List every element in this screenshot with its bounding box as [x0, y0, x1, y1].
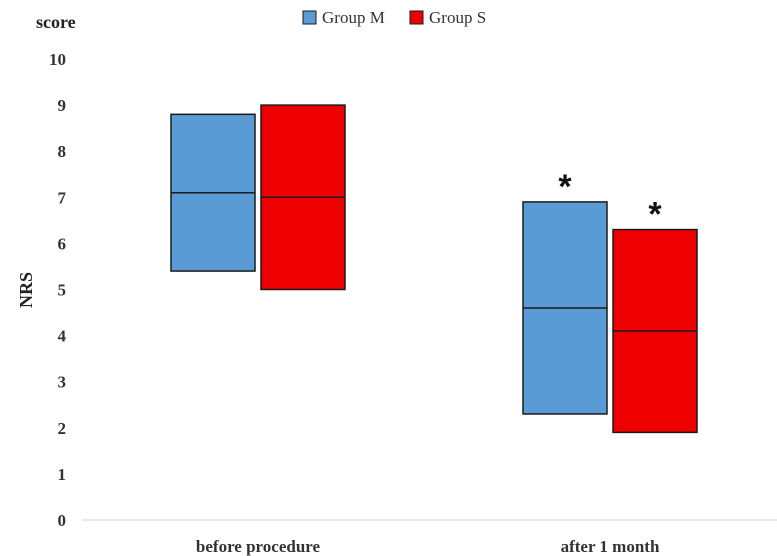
y-tick-label: 8 [58, 142, 67, 161]
y-tick-label: 1 [58, 465, 67, 484]
legend-swatch [302, 10, 317, 25]
y-tick-label: 3 [58, 373, 67, 392]
y-tick-label: 6 [58, 234, 67, 253]
unit-label: score [36, 12, 76, 32]
x-axis-categories: before procedure after 1 month [196, 537, 660, 556]
y-tick-label: 4 [58, 327, 67, 346]
significance-marker: * [648, 196, 662, 234]
x-category-label: after 1 month [561, 537, 660, 556]
y-tick-label: 10 [49, 50, 66, 69]
significance-marker: * [558, 168, 572, 206]
y-axis-ticks: 0 1 2 3 4 5 6 7 8 9 10 [49, 50, 67, 530]
y-tick-label: 2 [58, 419, 67, 438]
legend-swatch [409, 10, 424, 25]
y-axis-label: NRS [16, 272, 36, 308]
legend: Group M Group S [302, 8, 486, 27]
boxes: ** [170, 104, 698, 434]
x-category-label: before procedure [196, 537, 321, 556]
y-tick-label: 9 [58, 96, 67, 115]
legend-label: Group S [429, 8, 486, 27]
y-tick-label: 0 [58, 511, 67, 530]
y-tick-label: 7 [58, 188, 67, 207]
legend-label: Group M [322, 8, 385, 27]
y-tick-label: 5 [58, 281, 67, 300]
